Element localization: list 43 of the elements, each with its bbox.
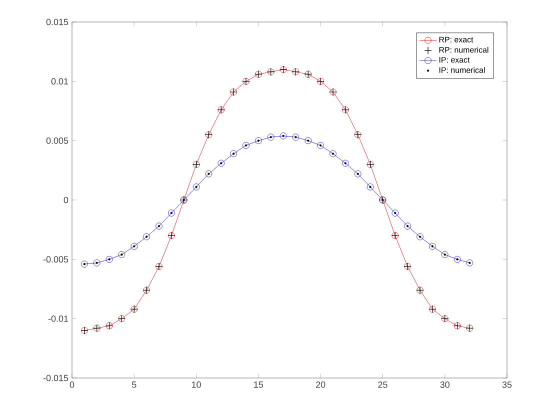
point [304,137,312,144]
point [118,251,126,258]
point [354,170,362,178]
point [330,150,336,158]
x-tick-label: 30 [440,382,450,388]
y-tick-label: -0.015 [43,374,68,382]
x-tick-label: 35 [502,382,512,388]
x-tick-label: 20 [316,382,326,388]
point [230,150,237,158]
point [242,142,250,149]
point [280,132,287,140]
y-tick-label: 0.015 [46,18,68,26]
point [267,134,274,140]
point [106,256,113,263]
point [342,160,349,167]
x-tick-label: 25 [378,382,388,388]
y-tick-label: 0.01 [51,78,68,85]
point [192,184,200,190]
point [429,242,436,250]
point [130,242,138,250]
y-tick-label: 0.005 [46,137,68,144]
point [156,222,162,230]
x-tick-label: 5 [132,382,136,388]
point [404,222,411,230]
point [416,233,424,240]
point [317,142,324,149]
point [255,137,262,144]
point [93,260,100,266]
x-tick-label: 0 [70,382,74,388]
point [143,233,150,240]
point [392,210,399,216]
point [441,251,448,258]
x-tick-label: 15 [254,382,264,388]
point [366,184,374,190]
point [205,170,212,178]
point [466,260,474,266]
y-tick-label: -0.005 [43,256,68,263]
point [454,256,461,263]
x-tick-label: 10 [192,382,201,388]
y-tick-label: 0 [64,196,68,204]
point [218,160,225,167]
point [292,134,300,140]
y-tick-label: -0.01 [48,315,68,322]
